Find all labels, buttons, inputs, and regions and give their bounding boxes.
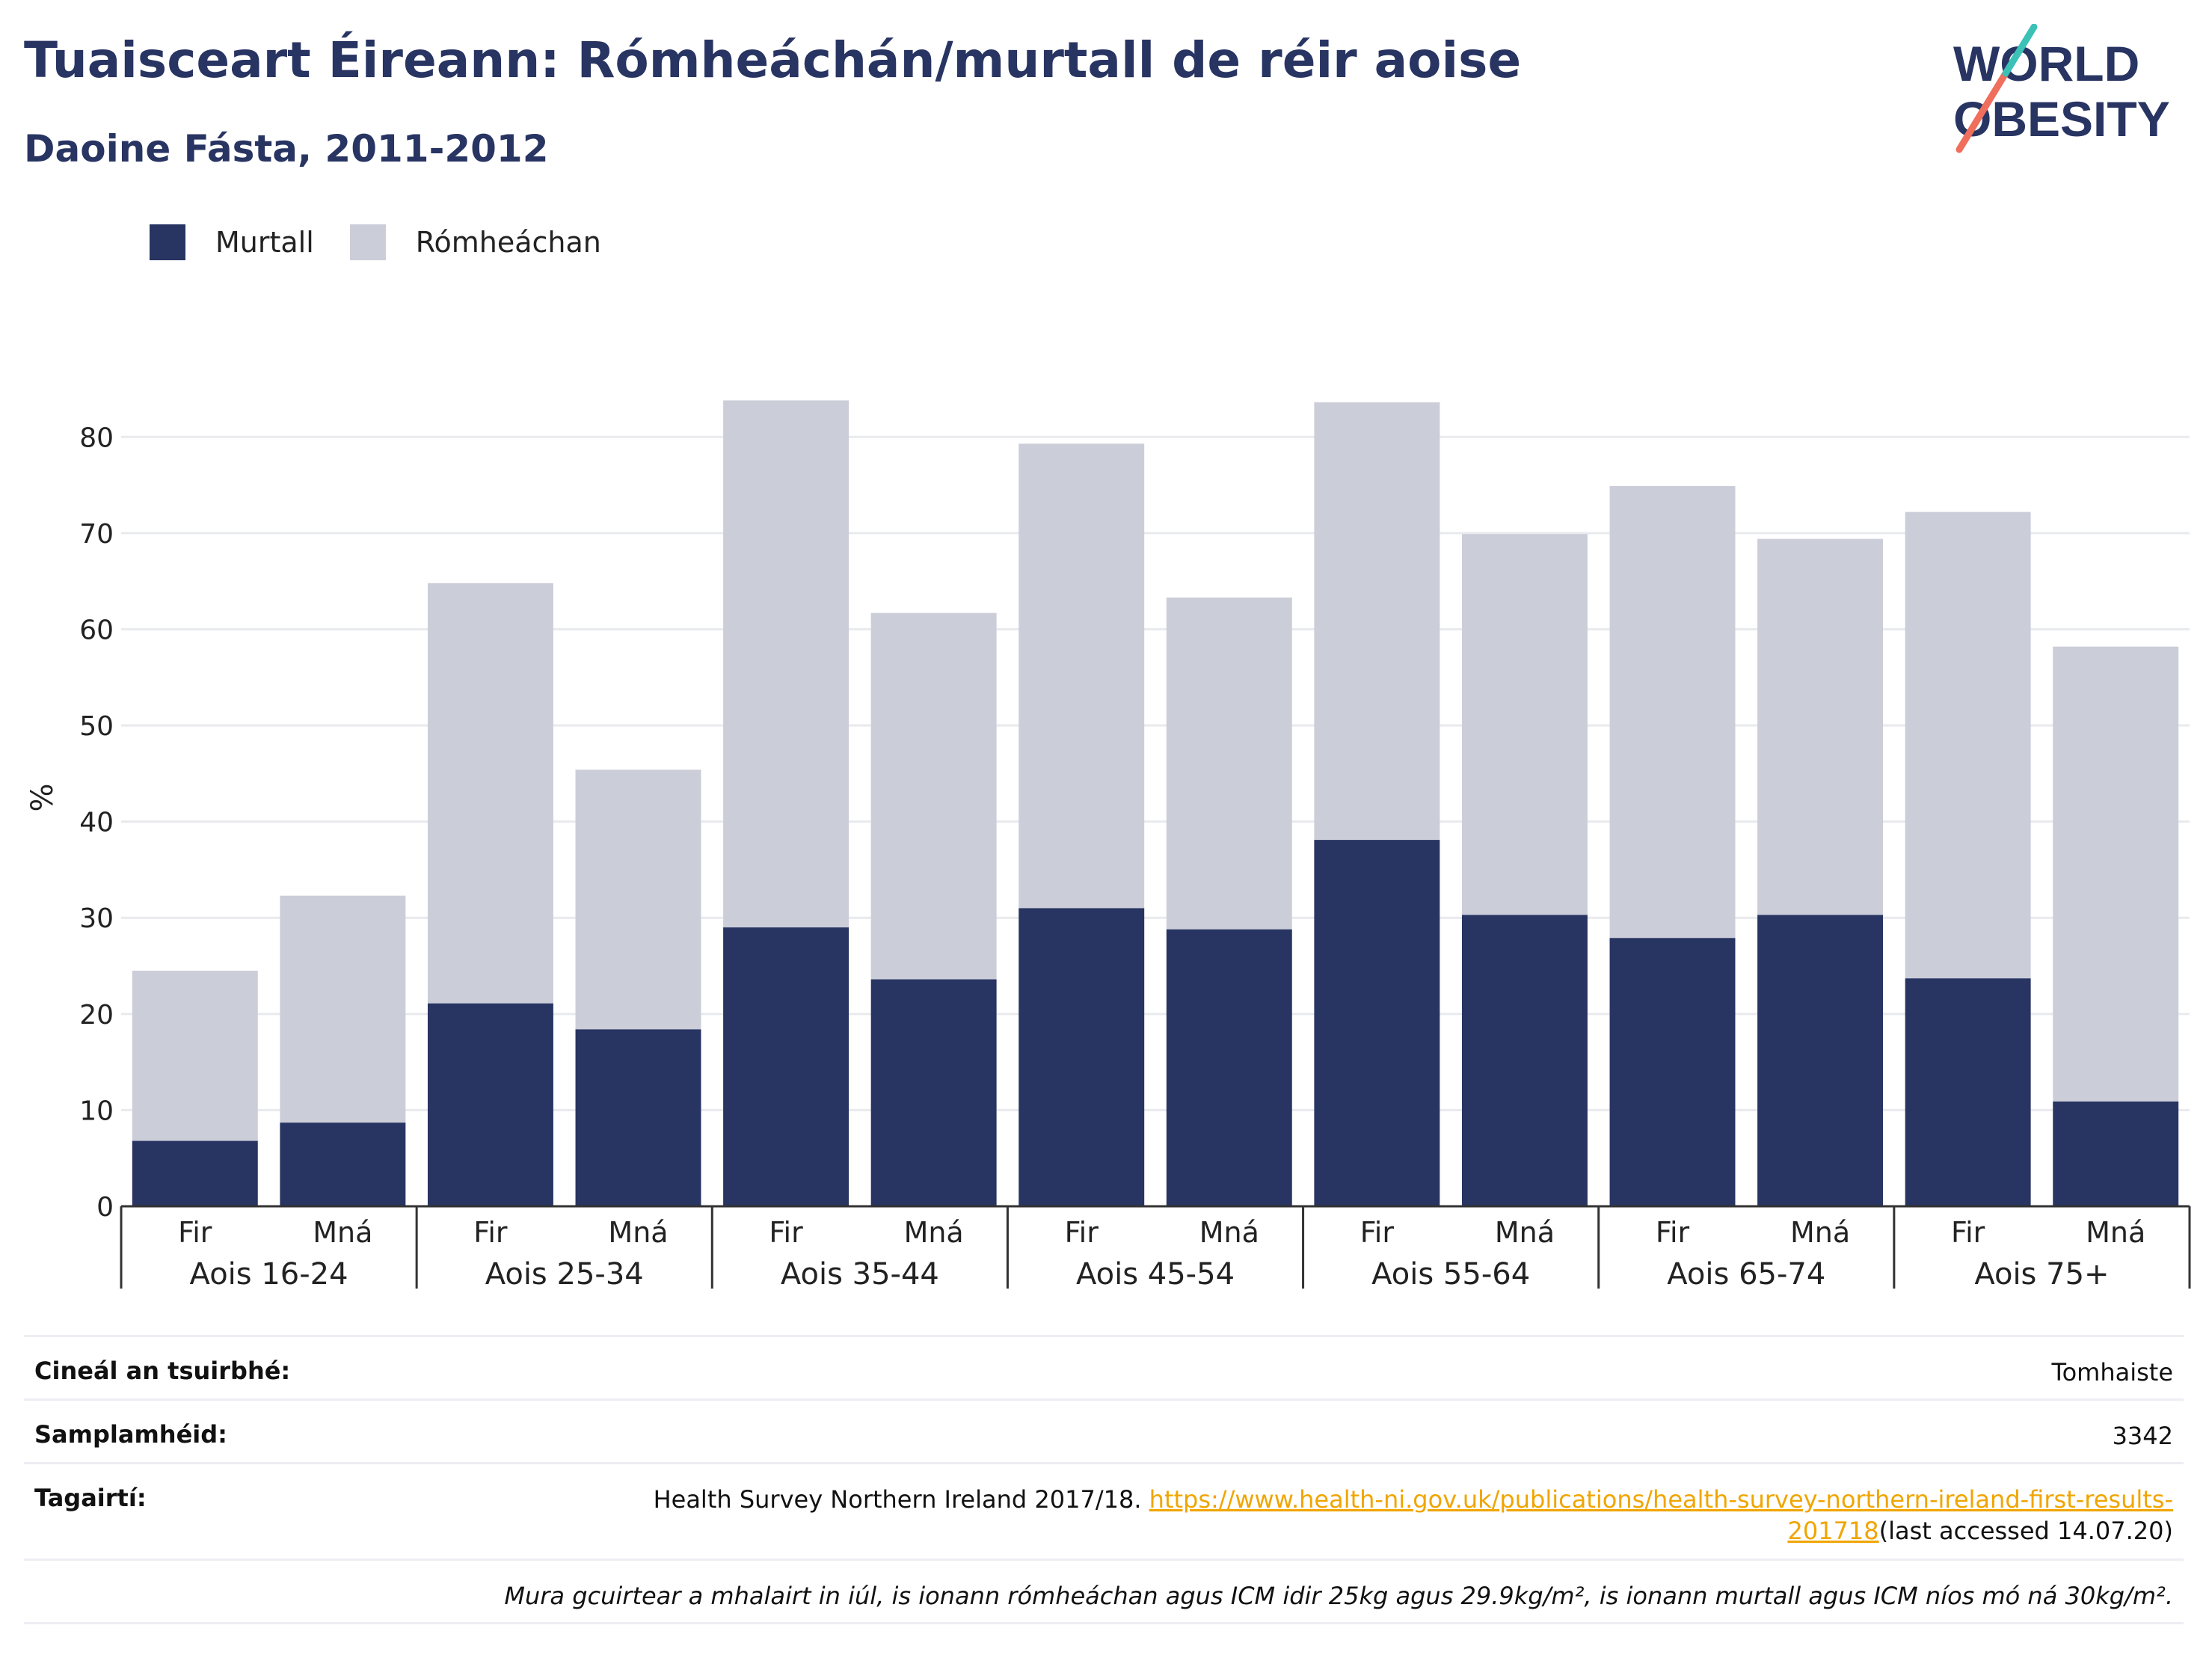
y-tick-label: 0 xyxy=(96,1192,114,1223)
bar-obesity xyxy=(1166,929,1292,1206)
legend-swatch-obesity xyxy=(150,224,185,260)
bar-obesity xyxy=(575,1029,701,1206)
info-row-survey-type: Cineál an tsuirbhé: Tomhaiste xyxy=(24,1335,2184,1398)
info-row-sample-size: Samplamhéid: 3342 xyxy=(24,1398,2184,1462)
bar-overweight xyxy=(870,612,997,980)
bar-overweight xyxy=(280,895,406,1123)
y-axis-title: % xyxy=(25,783,60,811)
legend-item-obesity[interactable]: Murtall xyxy=(150,224,314,260)
references-link[interactable]: https://www.health-ni.gov.uk/publication… xyxy=(1149,1485,2173,1514)
x-tick-label: Fir xyxy=(769,1216,803,1249)
survey-type-value: Tomhaiste xyxy=(2051,1358,2173,1387)
y-tick-label: 50 xyxy=(79,711,114,742)
bar-overweight xyxy=(1166,598,1292,930)
x-tick-label: Mná xyxy=(904,1216,964,1249)
x-tick-label: Mná xyxy=(1199,1216,1259,1249)
legend-label-obesity: Murtall xyxy=(215,226,314,259)
x-tick-label: Fir xyxy=(1065,1216,1099,1249)
x-tick-label: Mná xyxy=(313,1216,372,1249)
bar-overweight xyxy=(2053,646,2179,1102)
bar-obesity xyxy=(870,979,997,1206)
x-tick-label: Fir xyxy=(473,1216,508,1249)
x-tick-label: Fir xyxy=(1360,1216,1395,1249)
world-obesity-logo: WORLD OBESITY xyxy=(1953,24,2170,153)
bar-obesity xyxy=(1314,840,1440,1206)
x-tick-label: Mná xyxy=(608,1216,668,1249)
y-tick-label: 80 xyxy=(79,423,114,453)
info-row-references: Tagairtí: Health Survey Northern Ireland… xyxy=(24,1462,2184,1559)
bar-overweight xyxy=(723,400,850,928)
bar-overweight xyxy=(1905,512,2031,979)
y-tick-label: 20 xyxy=(79,1000,114,1031)
legend-item-overweight[interactable]: Rómheáchan xyxy=(349,224,601,260)
x-group-label: Aois 45-54 xyxy=(1076,1257,1235,1292)
definition-note: Mura gcuirtear a mhalairt in iúl, is ion… xyxy=(504,1582,2173,1610)
sample-size-value: 3342 xyxy=(2112,1422,2173,1450)
bar-obesity xyxy=(1019,908,1145,1206)
logo-line-1: WORLD xyxy=(1953,36,2139,91)
bar-overweight xyxy=(575,770,701,1030)
x-group-label: Aois 65-74 xyxy=(1667,1257,1825,1292)
x-group-label: Aois 16-24 xyxy=(190,1257,348,1292)
legend-label-overweight: Rómheáchan xyxy=(415,226,601,259)
bar-obesity xyxy=(1609,938,1736,1206)
logo-slash-coral xyxy=(1956,70,2009,153)
bar-obesity xyxy=(723,927,850,1206)
x-group-label: Aois 35-44 xyxy=(781,1257,939,1292)
bar-overweight xyxy=(1019,443,1145,909)
bar-overweight xyxy=(1757,538,1884,915)
x-tick-label: Mná xyxy=(1495,1216,1555,1249)
references-value: Health Survey Northern Ireland 2017/18. … xyxy=(654,1484,2173,1547)
y-tick-label: 10 xyxy=(79,1096,114,1126)
x-group-label: Aois 75+ xyxy=(1974,1257,2109,1292)
bar-obesity xyxy=(1461,915,1588,1206)
info-table: Cineál an tsuirbhé: Tomhaiste Samplamhéi… xyxy=(24,1335,2184,1624)
x-group-label: Aois 55-64 xyxy=(1371,1257,1530,1292)
x-tick-label: Fir xyxy=(178,1216,212,1249)
x-tick-label: Fir xyxy=(1951,1216,1985,1249)
bar-overweight xyxy=(132,970,258,1141)
bar-overweight xyxy=(427,583,553,1004)
bar-obesity xyxy=(427,1003,553,1206)
bar-obesity xyxy=(1757,915,1884,1206)
x-tick-label: Mná xyxy=(2086,1216,2145,1249)
survey-type-label: Cineál an tsuirbhé: xyxy=(34,1357,291,1385)
references-text: Health Survey Northern Ireland 2017/18. xyxy=(653,1485,1142,1514)
bar-obesity xyxy=(1905,978,2031,1206)
chart-legend: Murtall Rómheáchan xyxy=(150,221,637,263)
bar-overweight xyxy=(1314,402,1440,841)
y-tick-label: 30 xyxy=(79,903,114,934)
x-tick-label: Mná xyxy=(1790,1216,1850,1249)
x-group-label: Aois 25-34 xyxy=(485,1257,644,1292)
chart-title: Tuaisceart Éireann: Rómheáchán/murtall d… xyxy=(24,31,1522,89)
y-tick-label: 70 xyxy=(79,519,114,550)
chart-subtitle: Daoine Fásta, 2011-2012 xyxy=(24,127,549,171)
logo-slash-teal xyxy=(2002,24,2038,77)
bar-obesity xyxy=(280,1123,406,1206)
legend-swatch-overweight xyxy=(349,224,386,260)
references-link-cont[interactable]: 201718 xyxy=(1787,1517,1879,1545)
x-tick-label: Fir xyxy=(1656,1216,1690,1249)
bar-obesity xyxy=(132,1140,258,1206)
stacked-bar-chart: 0 10 20 30 40 50 60 70 80% Fir Mná Fir Mná Fir Mná Fir M… xyxy=(25,400,2191,1292)
bar-overweight xyxy=(1609,485,1736,939)
bar-overweight xyxy=(1461,534,1588,915)
bar-obesity xyxy=(2053,1101,2179,1206)
info-row-note: Mura gcuirtear a mhalairt in iúl, is ion… xyxy=(24,1559,2184,1624)
y-tick-label: 60 xyxy=(79,615,114,645)
references-accessed: (last accessed 14.07.20) xyxy=(1878,1517,2173,1545)
sample-size-label: Samplamhéid: xyxy=(34,1420,227,1449)
y-tick-label: 40 xyxy=(79,808,114,838)
references-label: Tagairtí: xyxy=(34,1484,147,1512)
